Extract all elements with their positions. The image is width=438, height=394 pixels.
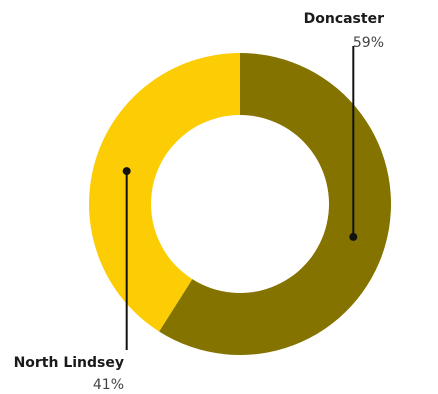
slice-value-north-lindsey: 41% <box>93 377 124 393</box>
slice-label-doncaster: Doncaster <box>304 11 384 27</box>
leader-dot-doncaster <box>349 232 358 241</box>
slice-doncaster <box>159 53 391 355</box>
donut-slices <box>89 53 391 355</box>
slice-north-lindsey <box>89 53 240 332</box>
slice-label-north-lindsey: North Lindsey <box>14 355 124 371</box>
label-leaders <box>122 46 358 350</box>
leader-dot-north-lindsey <box>122 167 131 176</box>
slice-value-doncaster: 59% <box>353 35 384 51</box>
